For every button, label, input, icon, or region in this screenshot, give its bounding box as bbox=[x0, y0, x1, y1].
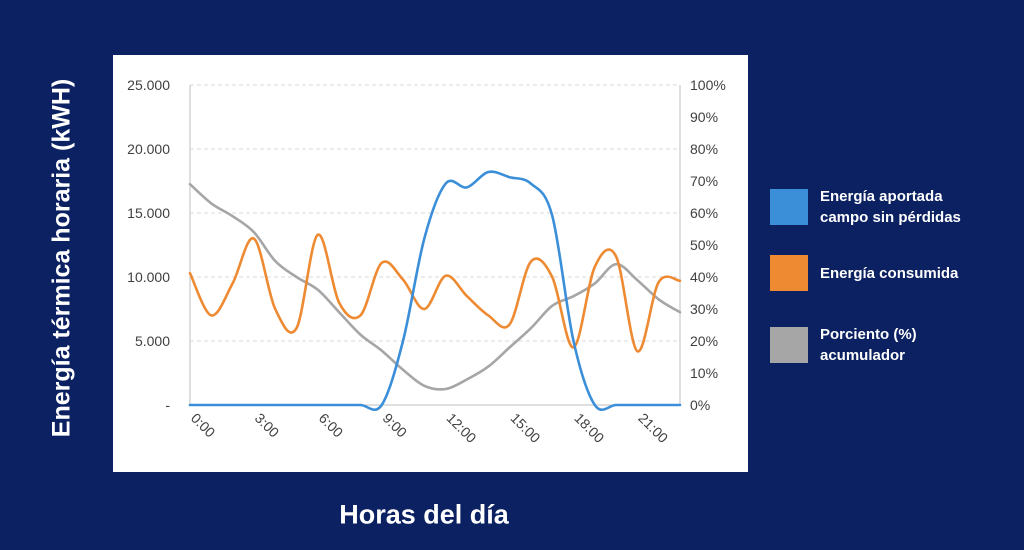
x-tick-label: 6:00 bbox=[316, 410, 347, 441]
y-left-tick-label: 20.000 bbox=[127, 141, 170, 157]
plot-panel: - 5.000 10.000 15.000 20.000 25.000 0% 10% 20% 30… bbox=[113, 55, 748, 472]
x-tick-label: 0:00 bbox=[188, 410, 219, 441]
x-axis-title: Horas del día bbox=[339, 499, 509, 530]
y-right-tick-label: 20% bbox=[690, 333, 718, 349]
legend-item-energia-consumida: Energía consumida bbox=[770, 255, 990, 291]
x-tick-label: 15:00 bbox=[507, 410, 543, 446]
legend-swatch-orange bbox=[770, 255, 808, 291]
y-right-tick-label: 10% bbox=[690, 365, 718, 381]
x-tick-label: 12:00 bbox=[444, 410, 480, 446]
series-line-porciento-acumulador bbox=[188, 182, 682, 391]
legend-label: Energía aportada campo sin pérdidas bbox=[820, 188, 961, 226]
legend-label: Porciento (%) acumulador bbox=[820, 326, 917, 364]
x-tick-label: 3:00 bbox=[252, 410, 283, 441]
y-left-tick-label: 5.000 bbox=[135, 333, 170, 349]
y-left-tick-label: 10.000 bbox=[127, 269, 170, 285]
y-right-tick-label: 30% bbox=[690, 301, 718, 317]
legend-label: Energía consumida bbox=[820, 264, 959, 282]
y-left-tick-label: 15.000 bbox=[127, 205, 170, 221]
line-chart: - 5.000 10.000 15.000 20.000 25.000 0% 10% 20% 30… bbox=[127, 77, 726, 446]
x-tick-label: 18:00 bbox=[571, 410, 607, 446]
y-right-tick-label: 70% bbox=[690, 173, 718, 189]
x-tick-label: 9:00 bbox=[380, 410, 411, 441]
y-left-tick-label: 25.000 bbox=[127, 77, 170, 93]
y-right-tick-label: 100% bbox=[690, 77, 726, 93]
y-right-tick-label: 80% bbox=[690, 141, 718, 157]
y-right-tick-label: 40% bbox=[690, 269, 718, 285]
legend-item-energia-aportada: Energía aportada campo sin pérdidas bbox=[770, 186, 990, 228]
y-axis-title: Energía térmica horaria (kWH) bbox=[47, 78, 76, 438]
y-left-tick-label: - bbox=[165, 397, 170, 413]
y-right-tick-label: 50% bbox=[690, 237, 718, 253]
series-line-energia-aportada bbox=[188, 170, 682, 411]
y-right-tick-label: 60% bbox=[690, 205, 718, 221]
series-line-energia-consumida bbox=[188, 233, 682, 353]
legend-swatch-gray bbox=[770, 327, 808, 363]
y-right-tick-label: 0% bbox=[690, 397, 710, 413]
x-tick-label: 21:00 bbox=[635, 410, 671, 446]
y-right-tick-label: 90% bbox=[690, 109, 718, 125]
legend-item-porciento-acumulador: Porciento (%) acumulador bbox=[770, 324, 990, 366]
legend-swatch-blue bbox=[770, 189, 808, 225]
